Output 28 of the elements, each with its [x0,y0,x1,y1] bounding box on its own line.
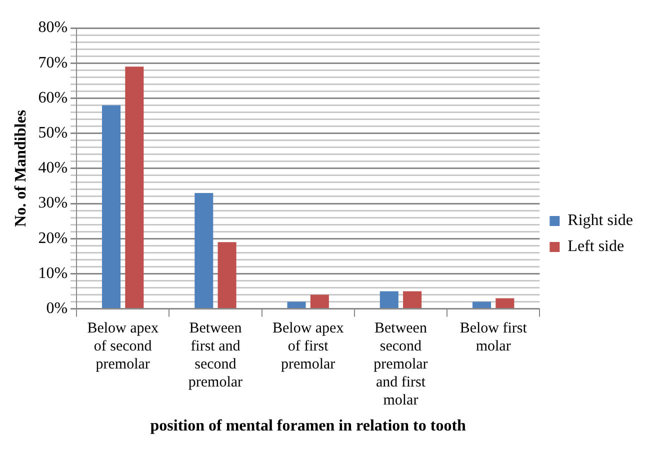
y-tick-label: 10% [38,264,68,282]
y-tick-label: 40% [38,160,68,177]
x-axis-title: position of mental foramen in relation to tooth [150,418,466,435]
y-tick-label: 50% [38,124,68,142]
bar [472,302,492,308]
bar [496,298,514,308]
y-tick-label: 30% [38,194,68,212]
legend-label: Right side [568,212,634,230]
bar [310,294,329,308]
y-axis-title: No. of Mandibles [12,110,30,227]
y-tick-label: 0% [46,300,68,318]
bar [380,291,398,308]
y-tick-label: 80% [38,19,68,36]
bar [194,192,214,308]
x-tick-label: Below first molar [460,320,528,355]
bar [287,302,306,308]
bar [102,105,121,308]
x-tick-label: Between first and second premolar [188,320,243,391]
bar [125,66,144,308]
y-tick-label: 70% [38,54,68,72]
y-tick-label: 60% [38,89,68,106]
x-tick-label: Between second premolar and first molar [374,320,428,409]
legend-label: Left side [568,238,624,256]
x-tick-label: Below apex of second premolar [87,320,159,373]
bar [403,291,422,308]
bar [218,242,236,308]
y-tick-label: 20% [38,230,68,247]
x-tick-label: Below apex of first premolar [272,320,344,373]
